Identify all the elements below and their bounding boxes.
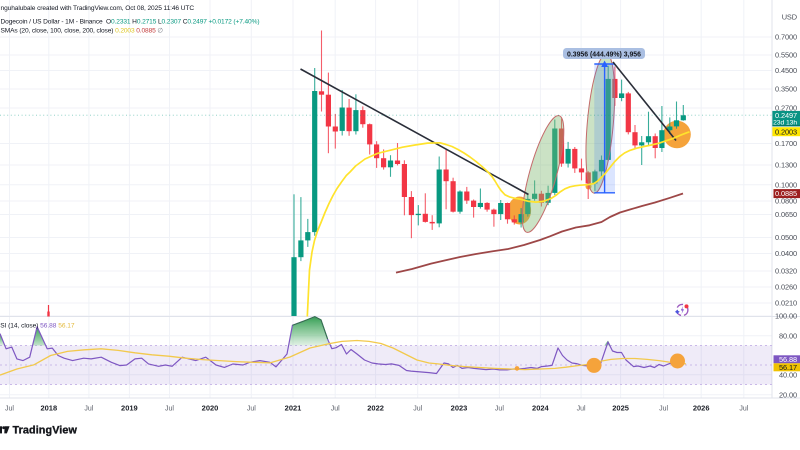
svg-text:2021: 2021 xyxy=(285,404,302,413)
svg-text:0.4500: 0.4500 xyxy=(775,66,797,75)
svg-text:0.0885: 0.0885 xyxy=(775,189,797,198)
svg-text:0.7000: 0.7000 xyxy=(775,33,797,42)
svg-text:2024: 2024 xyxy=(532,404,550,413)
svg-text:RSI (14, close) 56.88 56.17: RSI (14, close) 56.88 56.17 xyxy=(0,322,75,329)
svg-text:Jul: Jul xyxy=(577,406,586,413)
svg-text:2025: 2025 xyxy=(612,404,629,413)
svg-text:Jul: Jul xyxy=(247,406,256,413)
svg-text:0.0260: 0.0260 xyxy=(775,283,797,292)
svg-text:SMAs (20, close, 100, close, 2: SMAs (20, close, 100, close, 200, close)… xyxy=(1,28,164,35)
svg-text:Jul: Jul xyxy=(331,406,340,413)
svg-text:TradingView: TradingView xyxy=(13,425,78,437)
svg-text:Jul: Jul xyxy=(495,406,504,413)
svg-text:0.0650: 0.0650 xyxy=(775,210,797,219)
svg-text:2023: 2023 xyxy=(451,404,468,413)
svg-text:Jul: Jul xyxy=(413,406,422,413)
svg-text:0.3500: 0.3500 xyxy=(775,85,797,94)
svg-text:USD: USD xyxy=(782,13,797,22)
svg-text:56.17: 56.17 xyxy=(779,363,797,372)
svg-text:2018: 2018 xyxy=(40,404,57,413)
svg-text:0.0320: 0.0320 xyxy=(775,267,797,276)
svg-text:23d 13h: 23d 13h xyxy=(773,120,797,127)
svg-text:0.1000: 0.1000 xyxy=(775,180,797,189)
svg-text:0.5500: 0.5500 xyxy=(775,51,797,60)
svg-text:100.00: 100.00 xyxy=(775,312,797,321)
svg-text:0.0210: 0.0210 xyxy=(775,299,797,308)
svg-text:0.3956 (444.49%) 3,956: 0.3956 (444.49%) 3,956 xyxy=(567,52,641,59)
svg-text:0.1700: 0.1700 xyxy=(775,139,797,148)
svg-text:0.0500: 0.0500 xyxy=(775,233,797,242)
svg-text:2026: 2026 xyxy=(693,404,710,413)
svg-text:Jul: Jul xyxy=(739,406,748,413)
svg-text:2019: 2019 xyxy=(121,404,138,413)
svg-text:Jul: Jul xyxy=(165,406,174,413)
svg-text:2022: 2022 xyxy=(367,404,384,413)
svg-text:nguhalubale created with Tradi: nguhalubale created with TradingView.com… xyxy=(1,5,195,12)
svg-text:20.00: 20.00 xyxy=(779,390,797,399)
svg-text:0.1300: 0.1300 xyxy=(775,161,797,170)
svg-text:0.0400: 0.0400 xyxy=(775,249,797,258)
svg-text:80.00: 80.00 xyxy=(779,331,797,340)
svg-text:0.2003: 0.2003 xyxy=(775,128,797,137)
svg-text:2020: 2020 xyxy=(202,404,219,413)
svg-text:Jul: Jul xyxy=(84,406,93,413)
svg-text:Jul: Jul xyxy=(5,406,14,413)
svg-text:Dogecoin / US Dollar - 1M - Bi: Dogecoin / US Dollar - 1M - Binance O0.2… xyxy=(1,19,260,26)
svg-text:Jul: Jul xyxy=(659,406,668,413)
